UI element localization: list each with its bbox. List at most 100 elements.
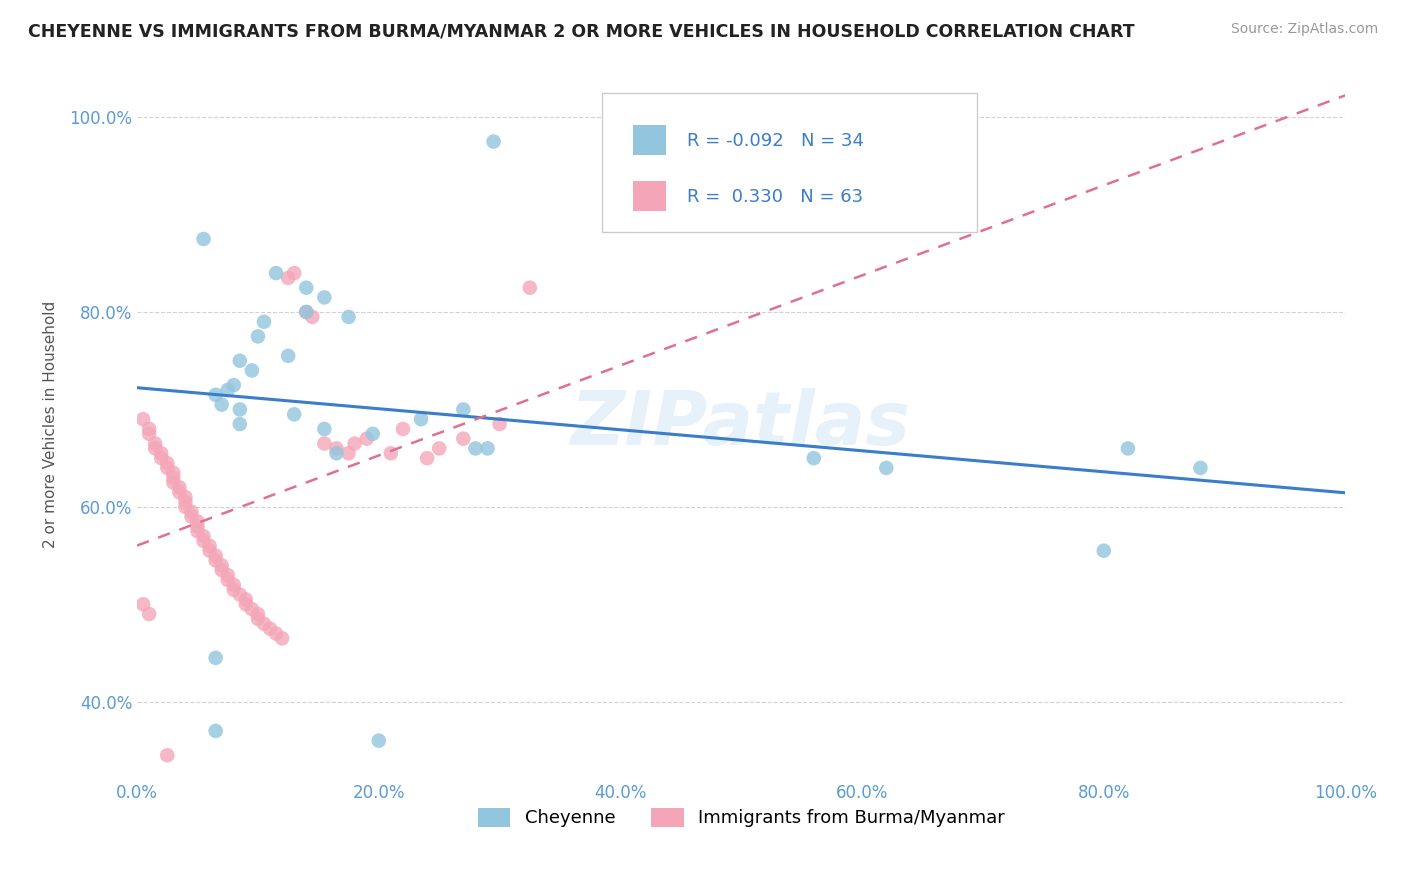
Point xyxy=(367,733,389,747)
Point xyxy=(235,592,257,607)
Point xyxy=(453,432,475,446)
Point xyxy=(229,402,252,417)
Point xyxy=(162,475,184,490)
Point xyxy=(204,650,226,665)
Point xyxy=(138,607,160,621)
Point xyxy=(211,398,233,412)
Point xyxy=(325,446,347,460)
Point xyxy=(186,515,208,529)
Point xyxy=(180,509,202,524)
Point xyxy=(156,748,179,763)
Point xyxy=(240,363,263,377)
Point xyxy=(482,135,505,149)
Point xyxy=(1116,442,1139,456)
Point xyxy=(186,524,208,539)
Point xyxy=(156,456,179,470)
Point xyxy=(277,349,299,363)
Point xyxy=(217,573,239,587)
Point xyxy=(198,543,221,558)
Point xyxy=(314,436,336,450)
Point xyxy=(283,407,305,421)
Point xyxy=(246,607,269,621)
Point xyxy=(301,310,323,324)
Point xyxy=(283,266,305,280)
Point xyxy=(174,490,197,504)
Point xyxy=(325,442,347,456)
Point xyxy=(240,602,263,616)
Point xyxy=(416,451,439,466)
Point xyxy=(217,568,239,582)
FancyBboxPatch shape xyxy=(633,181,666,211)
Point xyxy=(477,442,499,456)
Text: Source: ZipAtlas.com: Source: ZipAtlas.com xyxy=(1230,22,1378,37)
Text: CHEYENNE VS IMMIGRANTS FROM BURMA/MYANMAR 2 OR MORE VEHICLES IN HOUSEHOLD CORREL: CHEYENNE VS IMMIGRANTS FROM BURMA/MYANMA… xyxy=(28,22,1135,40)
Point xyxy=(180,505,202,519)
Point xyxy=(356,432,378,446)
Point xyxy=(193,533,215,548)
Point xyxy=(169,485,191,500)
Point xyxy=(138,422,160,436)
Text: R = -0.092   N = 34: R = -0.092 N = 34 xyxy=(688,131,863,150)
Point xyxy=(380,446,402,460)
Point xyxy=(343,436,366,450)
Point xyxy=(453,402,475,417)
Point xyxy=(337,446,360,460)
Point xyxy=(295,305,318,319)
Point xyxy=(204,549,226,563)
Point xyxy=(264,266,287,280)
Point xyxy=(143,436,166,450)
Text: ZIPatlas: ZIPatlas xyxy=(571,387,911,460)
Point xyxy=(277,271,299,285)
Point xyxy=(295,281,318,295)
Point xyxy=(162,466,184,480)
Point xyxy=(229,588,252,602)
Point xyxy=(222,582,245,597)
Point xyxy=(229,353,252,368)
Point xyxy=(271,632,294,646)
Point xyxy=(246,612,269,626)
Point xyxy=(217,383,239,397)
Point xyxy=(229,417,252,431)
Point xyxy=(211,558,233,573)
Point xyxy=(204,723,226,738)
Point xyxy=(222,378,245,392)
Point xyxy=(427,442,450,456)
Point xyxy=(488,417,510,431)
Point xyxy=(361,426,384,441)
Point xyxy=(1189,461,1212,475)
Text: R =  0.330   N = 63: R = 0.330 N = 63 xyxy=(688,187,863,205)
Point xyxy=(132,412,155,426)
Point xyxy=(143,442,166,456)
Point xyxy=(246,329,269,343)
Point xyxy=(337,310,360,324)
Point xyxy=(204,388,226,402)
Point xyxy=(186,519,208,533)
Point xyxy=(409,412,432,426)
Point xyxy=(253,315,276,329)
Point xyxy=(803,451,825,466)
Point xyxy=(314,422,336,436)
Point xyxy=(169,480,191,494)
Point xyxy=(392,422,415,436)
Y-axis label: 2 or more Vehicles in Household: 2 or more Vehicles in Household xyxy=(44,301,58,548)
Legend: Cheyenne, Immigrants from Burma/Myanmar: Cheyenne, Immigrants from Burma/Myanmar xyxy=(471,801,1012,835)
Point xyxy=(1092,543,1115,558)
Point xyxy=(519,281,541,295)
FancyBboxPatch shape xyxy=(602,94,977,232)
FancyBboxPatch shape xyxy=(633,125,666,154)
Point xyxy=(314,290,336,304)
Point xyxy=(174,500,197,514)
Point xyxy=(259,622,281,636)
Point xyxy=(464,442,486,456)
Point xyxy=(875,461,897,475)
Point xyxy=(156,461,179,475)
Point xyxy=(253,616,276,631)
Point xyxy=(211,563,233,577)
Point xyxy=(174,495,197,509)
Point xyxy=(295,305,318,319)
Point xyxy=(162,470,184,484)
Point xyxy=(222,578,245,592)
Point xyxy=(264,626,287,640)
Point xyxy=(204,553,226,567)
Point xyxy=(138,426,160,441)
